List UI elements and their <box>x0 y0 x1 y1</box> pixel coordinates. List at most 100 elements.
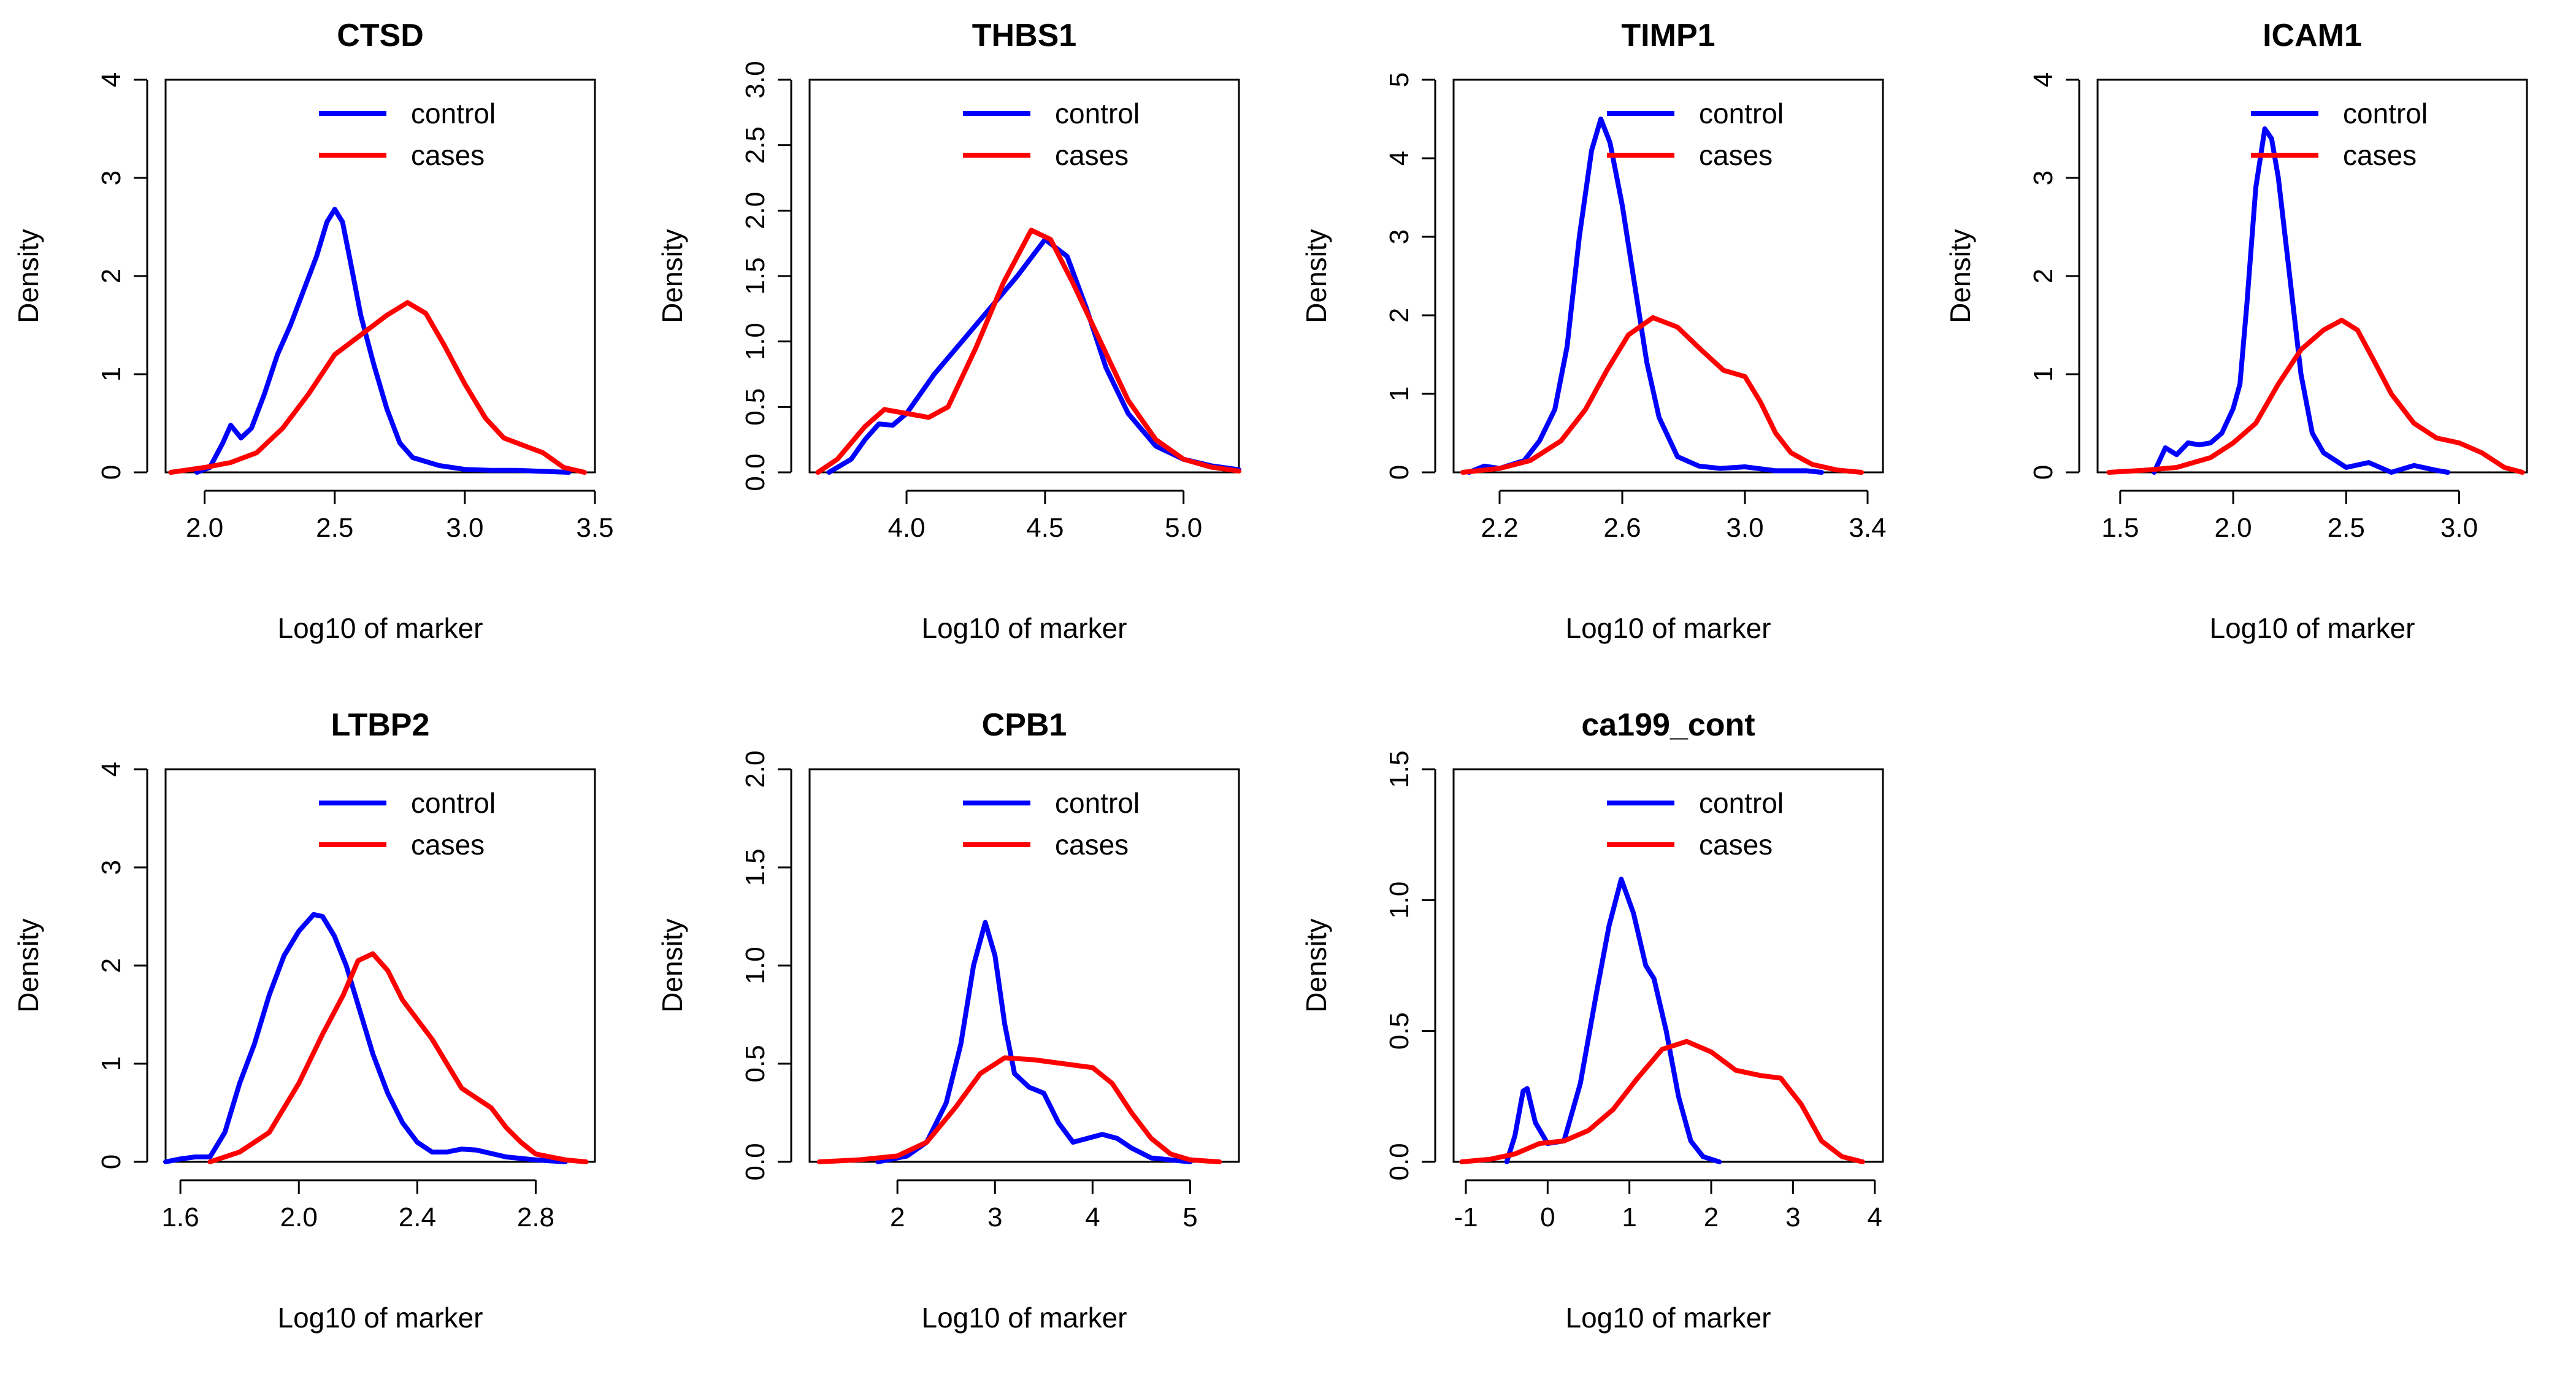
plot-frame <box>808 79 1240 474</box>
density-curve-cases <box>168 300 587 475</box>
y-tick-label: 4 <box>96 72 126 87</box>
chart-title: CTSD <box>337 18 424 53</box>
legend-label-control: control <box>1055 787 1140 819</box>
x-tick-label: 2.5 <box>2328 513 2365 543</box>
legend-label-control: control <box>411 98 496 129</box>
x-tick-label: 2.4 <box>399 1202 436 1232</box>
y-tick-label: 0 <box>1384 465 1414 480</box>
x-axis-title: Log10 of marker <box>1566 1302 1771 1334</box>
x-axis-title: Log10 of marker <box>2210 612 2415 644</box>
chart-panel-4: ICAM1 0 1 2 3 4 1.5 2.0 2.5 3.0 Log10 of marker Den… <box>1944 18 2528 644</box>
plot-frame <box>164 79 596 474</box>
y-tick-label: 0 <box>96 1154 126 1169</box>
legend-label-control: control <box>1699 787 1784 819</box>
chart-title: TIMP1 <box>1621 18 1715 53</box>
density-curve-cases <box>816 1055 1222 1164</box>
y-tick-label: 2.0 <box>740 192 770 229</box>
y-tick-label: 1.0 <box>740 323 770 360</box>
plot-frame <box>2096 79 2528 474</box>
y-axis-title: Density <box>1944 229 1976 323</box>
y-tick-label: 2.0 <box>740 750 770 788</box>
y-tick-label: 0.0 <box>1384 1143 1414 1180</box>
legend-label-cases: cases <box>2343 139 2417 171</box>
density-curve-cases <box>815 228 1241 475</box>
y-tick-label: 3.0 <box>740 61 770 98</box>
x-tick-label: 0 <box>1540 1202 1555 1232</box>
x-tick-label: 3 <box>987 1202 1002 1232</box>
legend-label-control: control <box>411 787 496 819</box>
y-tick-label: 1.5 <box>1384 750 1414 788</box>
x-tick-label: 3.5 <box>576 513 613 543</box>
y-tick-label: 0.5 <box>740 1045 770 1082</box>
y-axis-title: Density <box>1300 229 1332 323</box>
chart-panel-1: CTSD 0 1 2 3 4 2.0 2.5 3.0 3.5 Log10 of marker Dens… <box>12 18 614 644</box>
x-axis-title: Log10 of marker <box>922 1302 1127 1334</box>
chart-panel-6: CPB1 0.0 0.5 1.0 1.5 2.0 2 3 4 5 Log10 of marker De… <box>656 707 1240 1334</box>
density-curve-cases <box>1460 315 1864 475</box>
density-curve-cases <box>2106 318 2525 475</box>
density-curve-control <box>2152 126 2451 475</box>
x-tick-label: 2.6 <box>1603 513 1641 543</box>
y-axis-title: Density <box>656 229 688 323</box>
x-tick-label: 1 <box>1622 1202 1636 1232</box>
y-tick-label: 0.5 <box>740 388 770 426</box>
y-tick-label: 5 <box>1384 72 1414 87</box>
x-tick-label: 3.0 <box>1726 513 1763 543</box>
y-tick-label: 1 <box>96 1056 126 1071</box>
y-tick-label: 3 <box>1384 229 1414 244</box>
y-tick-label: 2 <box>96 269 126 283</box>
legend-label-control: control <box>1055 98 1140 129</box>
density-curve-control <box>194 207 572 475</box>
y-tick-label: 4 <box>1384 151 1414 166</box>
y-axis-title: Density <box>12 918 44 1012</box>
density-curve-control <box>875 920 1193 1164</box>
y-axis-title: Density <box>1300 918 1332 1012</box>
x-tick-label: 3.0 <box>2440 513 2478 543</box>
x-tick-label: 2.5 <box>316 513 353 543</box>
y-tick-label: 2 <box>1384 308 1414 323</box>
x-tick-label: 2.0 <box>2214 513 2252 543</box>
x-axis-title: Log10 of marker <box>1566 612 1771 644</box>
legend-label-control: control <box>2343 98 2428 129</box>
y-tick-label: 0 <box>96 465 126 480</box>
plot-frame <box>164 768 596 1163</box>
x-tick-label: 2.8 <box>517 1202 554 1232</box>
density-curve-control <box>163 912 568 1164</box>
y-tick-label: 0 <box>2028 465 2058 480</box>
x-tick-label: 2 <box>890 1202 905 1232</box>
y-tick-label: 1.5 <box>740 848 770 886</box>
y-tick-label: 3 <box>96 171 126 185</box>
y-tick-label: 3 <box>2028 171 2058 185</box>
plot-frame <box>1452 79 1884 474</box>
density-curve-control <box>1504 877 1722 1164</box>
density-curve-cases <box>1459 1039 1865 1164</box>
x-tick-label: 2.0 <box>280 1202 318 1232</box>
plot-frame <box>808 768 1240 1163</box>
x-tick-label: 4.5 <box>1026 513 1064 543</box>
x-tick-label: 4 <box>1085 1202 1100 1232</box>
y-tick-label: 1 <box>1384 386 1414 401</box>
chart-title: CPB1 <box>982 707 1067 743</box>
y-tick-label: 0.0 <box>740 1143 770 1180</box>
x-tick-label: 5 <box>1183 1202 1197 1232</box>
y-tick-label: 1.5 <box>740 257 770 294</box>
x-tick-label: -1 <box>1454 1202 1478 1232</box>
legend-label-cases: cases <box>1699 829 1773 861</box>
chart-title: ca199_cont <box>1581 707 1755 743</box>
x-tick-label: 1.6 <box>162 1202 199 1232</box>
plot-frame <box>1452 768 1884 1163</box>
x-tick-label: 3.0 <box>446 513 483 543</box>
x-tick-label: 4 <box>1867 1202 1882 1232</box>
legend-label-cases: cases <box>1055 139 1129 171</box>
x-tick-label: 4.0 <box>887 513 925 543</box>
x-tick-label: 3.4 <box>1849 513 1886 543</box>
y-axis-title: Density <box>12 229 44 323</box>
y-tick-label: 0.5 <box>1384 1012 1414 1050</box>
legend-label-cases: cases <box>411 829 485 861</box>
y-tick-label: 2 <box>2028 269 2058 283</box>
x-axis-title: Log10 of marker <box>278 1302 483 1334</box>
y-axis-title: Density <box>656 918 688 1012</box>
y-tick-label: 0.0 <box>740 453 770 491</box>
x-tick-label: 1.5 <box>2101 513 2139 543</box>
